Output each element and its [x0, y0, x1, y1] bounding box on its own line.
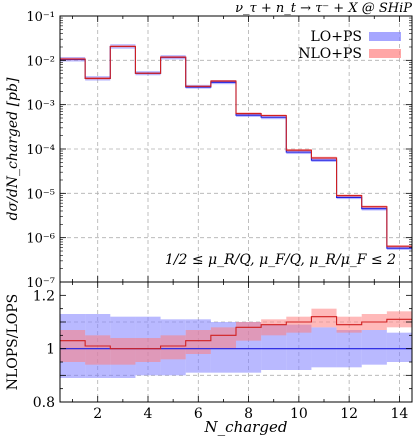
- ratio-band-nlops: [311, 308, 337, 328]
- ratio-series-group: [60, 308, 412, 378]
- legend-label-lops: LO+PS: [310, 29, 362, 45]
- legend-swatch-nlops: [369, 49, 401, 58]
- ratio-panel: [59, 281, 413, 403]
- ratio-band-nlops: [236, 322, 262, 341]
- ratio-y-axis-label: NLOPS/LOPS: [5, 294, 21, 391]
- ratio-band-nlops: [85, 335, 111, 365]
- ratio-y-tick-label: 1.2: [33, 288, 55, 304]
- x-tick-label: 6: [194, 406, 203, 422]
- y-axis-label: dσ/dN_charged [pb]: [5, 77, 21, 220]
- ratio-band-lops: [386, 332, 412, 362]
- ratio-band-nlops: [185, 330, 211, 354]
- x-tick-label: 8: [244, 406, 253, 422]
- ratio-band-lops: [311, 327, 337, 368]
- ratio-line-nlops: [60, 316, 412, 350]
- y-tick-label: 10⁻⁴: [26, 143, 55, 158]
- ratio-band-nlops: [286, 316, 312, 333]
- main-line-nlops: [60, 45, 412, 247]
- y-tick-label: 10⁻⁵: [26, 187, 55, 202]
- x-tick-label: 10: [290, 406, 308, 422]
- ratio-band-nlops: [110, 338, 136, 365]
- ratio-y-tick-label: 0.8: [33, 395, 55, 411]
- y-tick-label: 10⁻⁷: [26, 276, 55, 291]
- main-panel: [59, 15, 413, 283]
- legend-label-nlops: NLO+PS: [298, 46, 362, 62]
- y-tick-label: 10⁻³: [26, 99, 55, 114]
- scale-annotation: 1/2 ≤ μ_R/Q, μ_F/Q, μ_R/μ_F ≤ 2: [165, 252, 396, 268]
- ratio-y-tick-label: 1: [46, 342, 55, 358]
- y-tick-label: 10⁻¹: [26, 10, 55, 25]
- ratio-band-nlops: [135, 338, 161, 362]
- legend-swatch-lops: [369, 32, 401, 41]
- main-line-lops: [60, 45, 412, 249]
- ratio-band-nlops: [261, 319, 287, 336]
- ratio-band-lops: [361, 330, 387, 365]
- x-tick-label: 12: [340, 406, 358, 422]
- ratio-band-nlops: [160, 335, 186, 360]
- x-axis-label: N_charged: [204, 418, 288, 436]
- y-tick-label: 10⁻²: [26, 54, 55, 69]
- x-tick-label: 2: [93, 406, 102, 422]
- ratio-band-nlops: [60, 330, 86, 362]
- ratio-band-nlops: [210, 327, 236, 349]
- chart-title: ν_τ + n_t → τ⁻ + X @ SHiP: [235, 1, 412, 16]
- main-series-group: [60, 44, 412, 250]
- labels: 2 4 6 8 10 12 14 10⁻⁷ 10⁻⁶ 10⁻⁵ 10⁻⁴ 10⁻³ 10⁻² 10⁻¹ 0.…: [5, 1, 412, 436]
- x-tick-label: 14: [391, 406, 409, 422]
- y-tick-label: 10⁻⁶: [26, 232, 55, 247]
- ratio-frame: [59, 281, 413, 403]
- x-tick-label: 4: [144, 406, 153, 422]
